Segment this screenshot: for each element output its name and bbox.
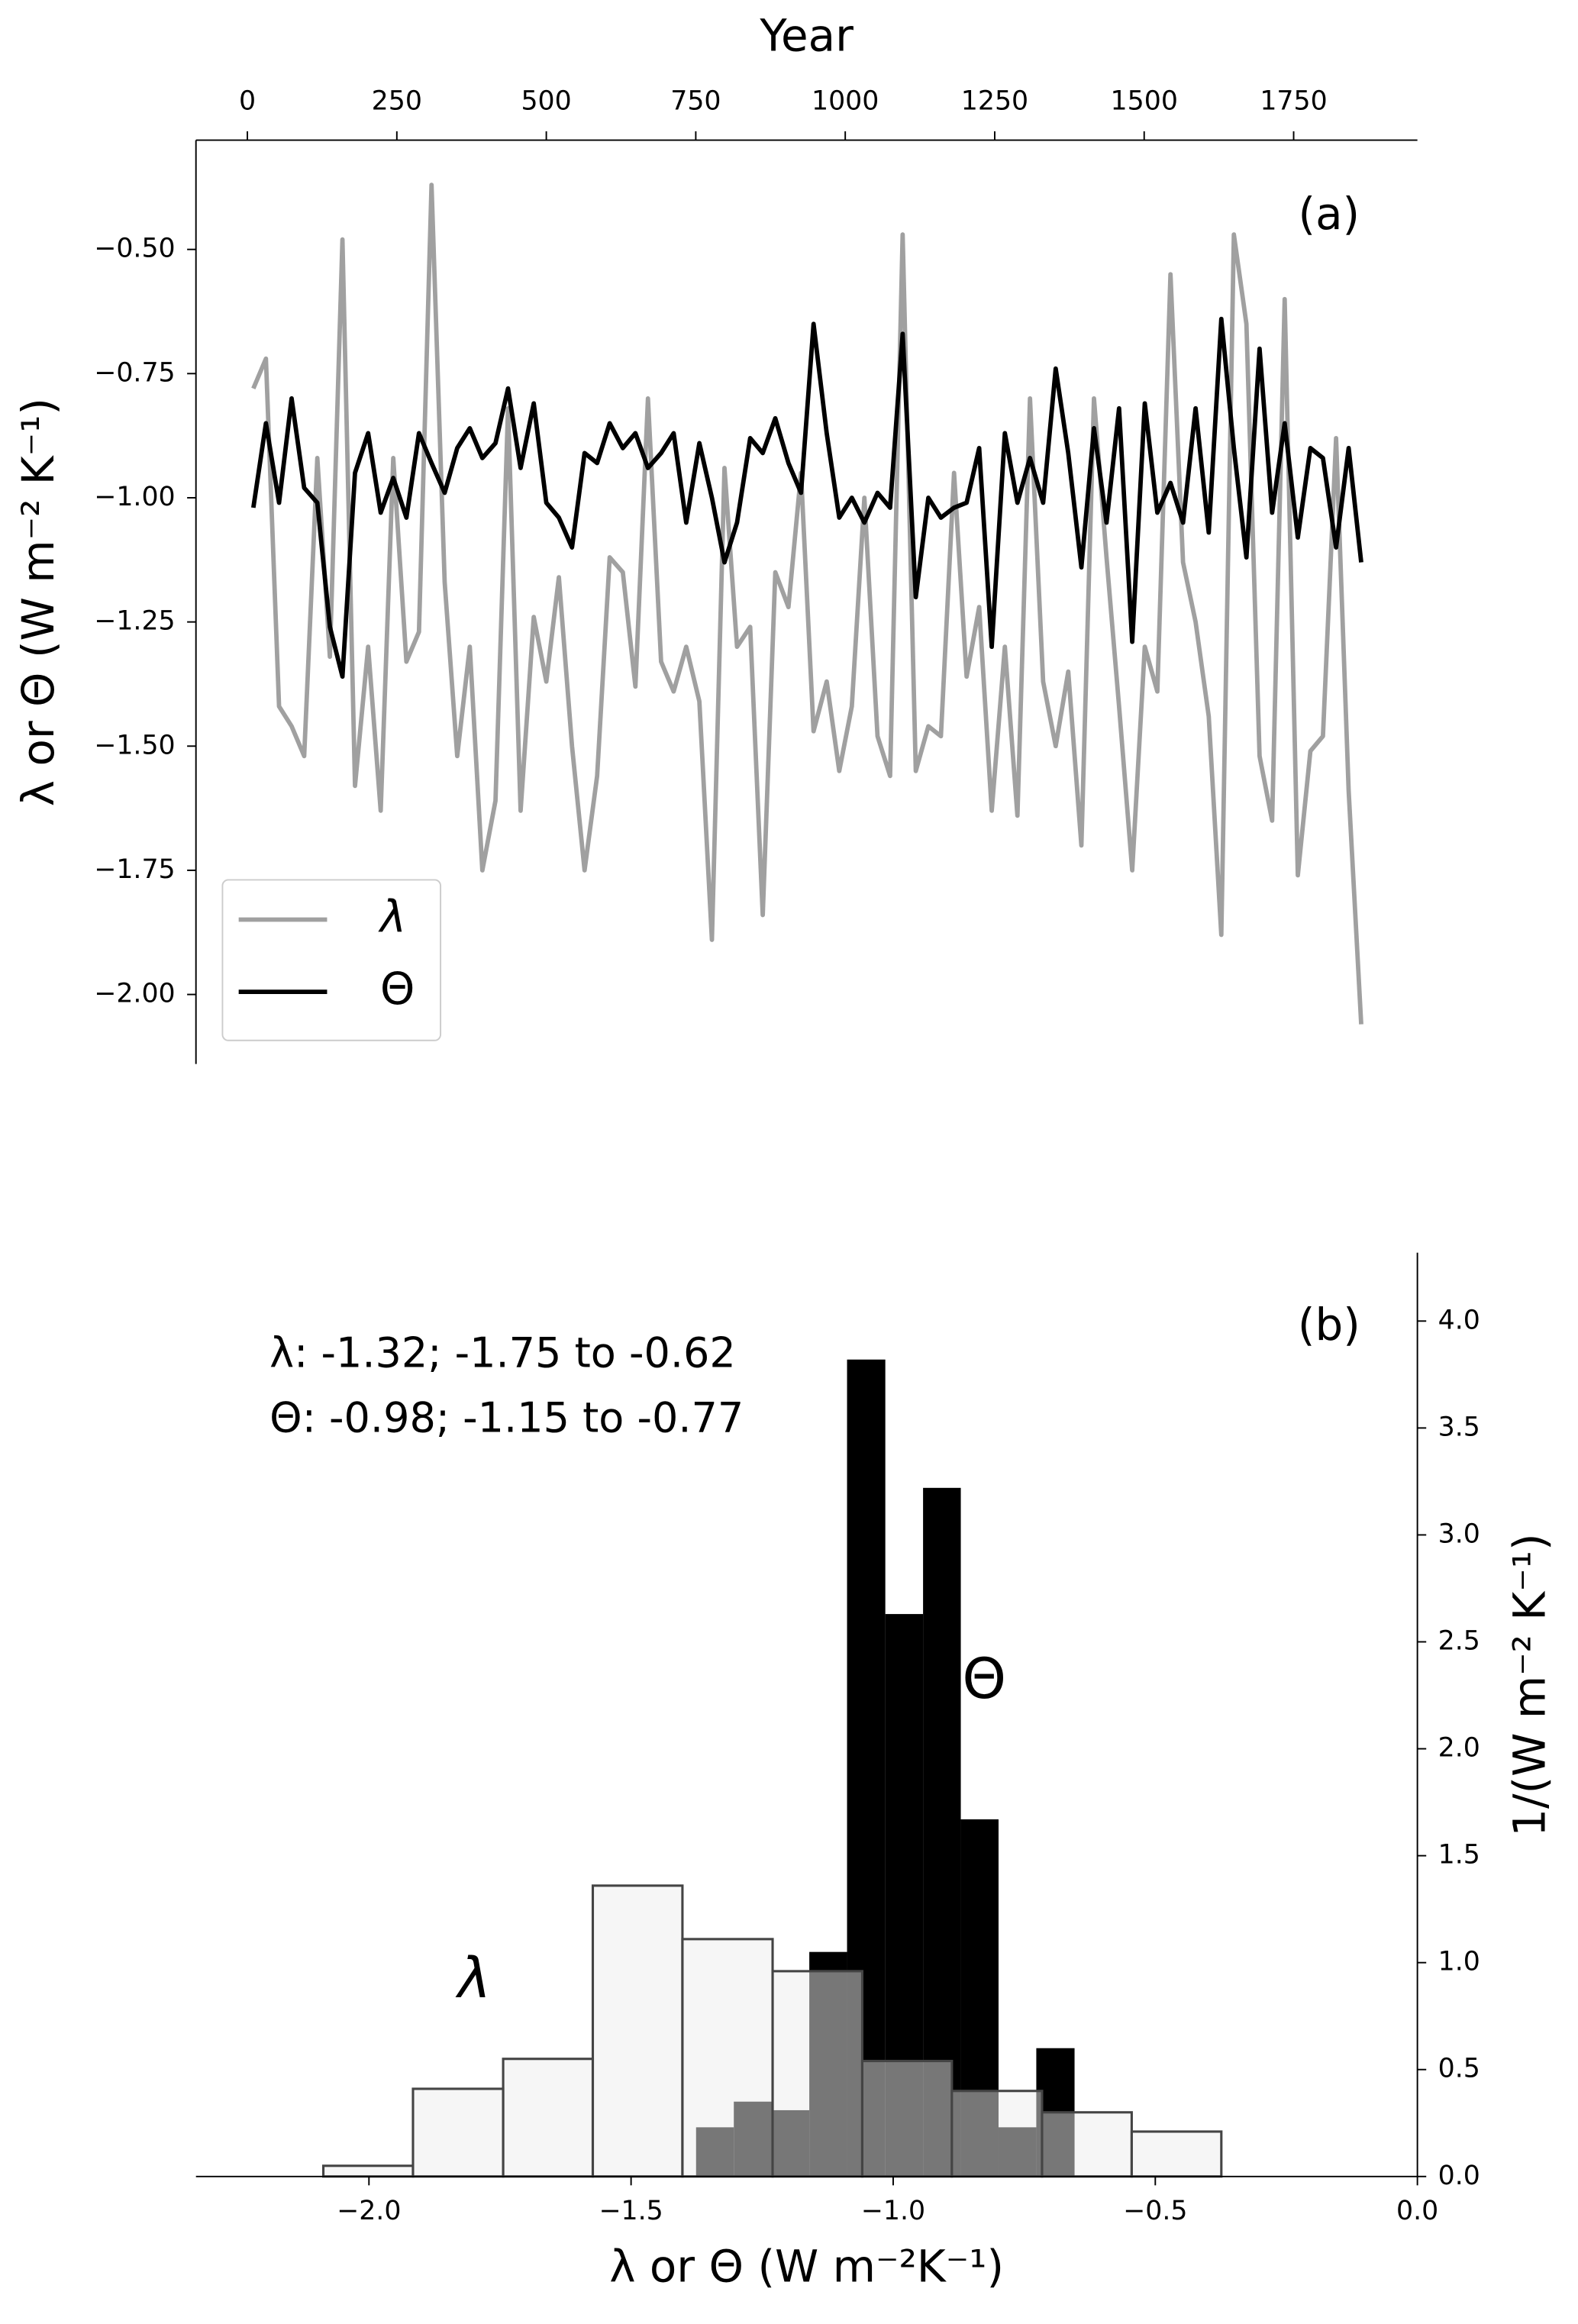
y-tick-label: −1.00 — [94, 482, 175, 512]
y-tick-label: 2.0 — [1438, 1733, 1480, 1764]
x-tick-label: −1.5 — [599, 2196, 663, 2226]
y-tick-label: 0.5 — [1438, 2054, 1480, 2084]
y-tick-label: −2.00 — [94, 979, 175, 1009]
x-tick-label: −2.0 — [337, 2196, 401, 2226]
x-tick-label: 1750 — [1260, 86, 1327, 116]
stats-text: Θ: -0.98; -1.15 to -0.77 — [269, 1393, 744, 1441]
x-axis-label: Year — [759, 10, 854, 62]
y-tick-label: 4.0 — [1438, 1305, 1480, 1335]
y-tick-label: 0.0 — [1438, 2161, 1480, 2191]
histogram-bar — [1041, 2111, 1133, 2178]
y-tick-label: −1.50 — [94, 730, 175, 760]
legend-box — [221, 879, 442, 1041]
x-tick-label: 750 — [670, 86, 721, 116]
y-tick-label: 3.0 — [1438, 1519, 1480, 1549]
y-axis-label: λ or Θ (W m⁻² K⁻¹) — [12, 398, 64, 806]
x-tick-label: 500 — [521, 86, 571, 116]
x-tick-label: −1.0 — [861, 2196, 925, 2226]
y-tick-label: 1.5 — [1438, 1840, 1480, 1870]
panel-label: (a) — [1299, 188, 1360, 240]
histogram-bar — [502, 2058, 595, 2178]
y-axis-label: 1/(W m⁻² K⁻¹) — [1503, 1533, 1555, 1836]
y-tick-label: 2.5 — [1438, 1626, 1480, 1657]
x-tick-label: 0.0 — [1396, 2196, 1438, 2226]
histogram-bar — [322, 2164, 415, 2178]
histogram-bar — [1130, 2130, 1223, 2178]
y-tick-label: −0.50 — [94, 234, 175, 264]
y-tick-label: 3.5 — [1438, 1412, 1480, 1442]
y-tick-label: −0.75 — [94, 357, 175, 388]
x-tick-label: 250 — [372, 86, 422, 116]
x-tick-label: 1250 — [961, 86, 1028, 116]
x-axis-label: λ or Θ (W m⁻²K⁻¹) — [609, 2240, 1004, 2292]
panel-label: (b) — [1298, 1299, 1360, 1351]
legend-label: Θ — [380, 963, 415, 1015]
x-tick-label: −0.5 — [1123, 2196, 1187, 2226]
stats-text: λ: -1.32; -1.75 to -0.62 — [269, 1328, 736, 1377]
x-tick-label: 1500 — [1111, 86, 1178, 116]
x-tick-label: 0 — [239, 86, 256, 116]
histogram-bar — [860, 2059, 954, 2178]
data-line — [251, 182, 1363, 1025]
series-label: λ — [455, 1946, 491, 2011]
series-label: Θ — [962, 1647, 1006, 1712]
histogram-bar — [681, 1938, 774, 2178]
data-line — [250, 316, 1363, 679]
histogram-bar — [411, 2087, 505, 2178]
histogram-bar — [591, 1884, 684, 2178]
histogram-bar — [950, 2090, 1044, 2178]
y-tick-label: −1.25 — [94, 606, 175, 637]
x-tick-label: 1000 — [812, 86, 879, 116]
y-tick-label: 1.0 — [1438, 1947, 1480, 1977]
legend-label: λ — [378, 891, 406, 943]
y-tick-label: −1.75 — [94, 854, 175, 885]
histogram-bar — [771, 1970, 863, 2178]
